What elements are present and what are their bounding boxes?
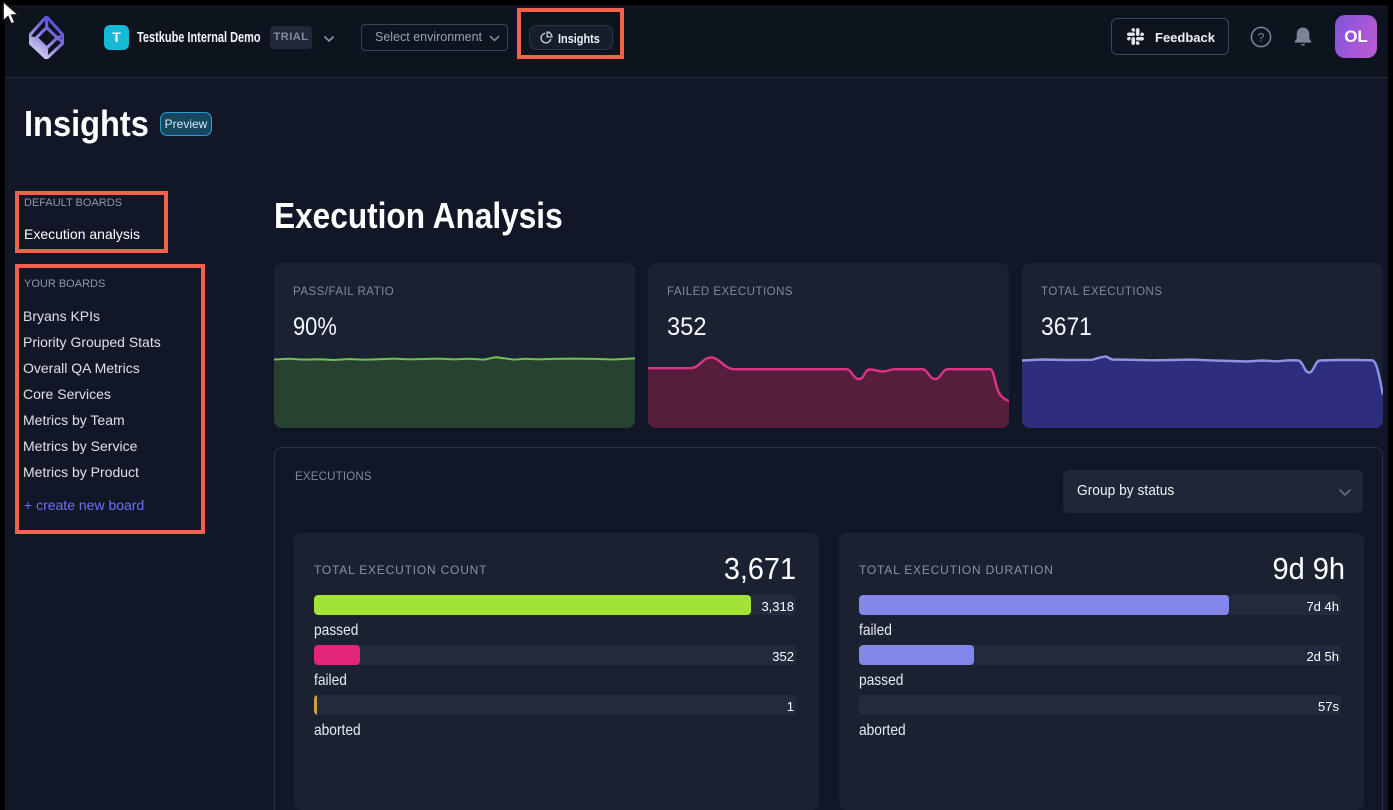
svg-text:?: ? xyxy=(1258,30,1265,44)
